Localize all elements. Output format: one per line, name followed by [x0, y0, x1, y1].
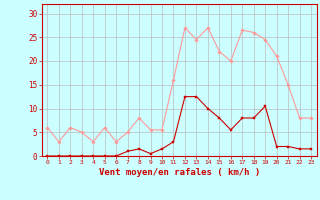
- X-axis label: Vent moyen/en rafales ( km/h ): Vent moyen/en rafales ( km/h ): [99, 168, 260, 177]
